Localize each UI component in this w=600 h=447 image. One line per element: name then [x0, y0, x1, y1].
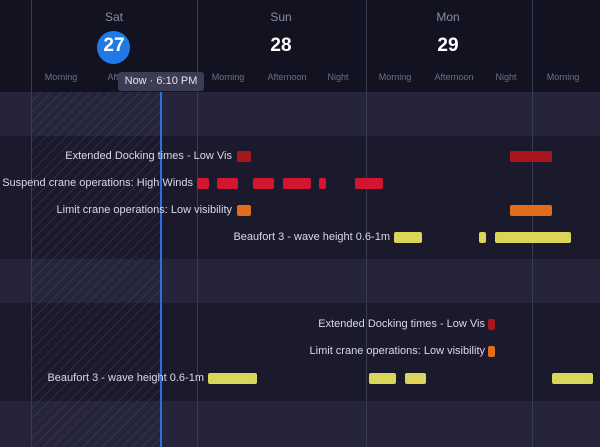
past-time-hatch — [31, 92, 161, 447]
event-bar[interactable] — [488, 319, 495, 330]
day-number-29[interactable]: 29 — [437, 35, 459, 56]
group-header-band-1 — [0, 92, 600, 136]
slot-label: Night — [495, 72, 517, 82]
event-bar[interactable] — [510, 205, 552, 216]
event-bar[interactable] — [394, 232, 422, 243]
day-name-sat: Sat — [104, 10, 123, 24]
event-bar[interactable] — [510, 151, 552, 162]
event-bar[interactable] — [217, 178, 238, 189]
row-label: Extended Docking times - Low Vis — [318, 318, 485, 330]
slot-label: Morning — [211, 72, 245, 82]
slot-label: Morning — [44, 72, 78, 82]
slot-label: Afternoon — [434, 72, 474, 82]
row-label: Suspend crane operations: High Winds — [2, 177, 193, 189]
row-label: Beaufort 3 - wave height 0.6-1m — [233, 231, 390, 243]
day-name-sun: Sun — [270, 10, 292, 24]
now-line — [160, 92, 162, 447]
grid-line — [31, 0, 32, 447]
grid-line — [532, 0, 533, 447]
event-bar[interactable] — [479, 232, 486, 243]
row-label: Limit crane operations: Low visibility — [56, 204, 232, 216]
today-circle[interactable] — [97, 31, 130, 64]
day-number-28[interactable]: 28 — [270, 35, 292, 56]
event-bar[interactable] — [197, 178, 209, 189]
event-bar[interactable] — [253, 178, 274, 189]
grid-line — [366, 0, 367, 447]
event-bar[interactable] — [208, 373, 257, 384]
event-bar[interactable] — [552, 373, 593, 384]
now-badge: Now · 6:10 PM — [118, 72, 204, 91]
group-header-band-2 — [0, 259, 600, 303]
event-bar[interactable] — [495, 232, 571, 243]
day-name-mon: Mon — [436, 10, 460, 24]
slot-label: Morning — [378, 72, 412, 82]
event-bar[interactable] — [283, 178, 311, 189]
event-bar[interactable] — [237, 151, 251, 162]
event-bar[interactable] — [319, 178, 326, 189]
row-label: Beaufort 3 - wave height 0.6-1m — [47, 372, 204, 384]
event-bar[interactable] — [369, 373, 396, 384]
slot-label: Night — [327, 72, 349, 82]
event-bar[interactable] — [405, 373, 426, 384]
row-label: Limit crane operations: Low visibility — [309, 345, 485, 357]
grid-line — [197, 0, 198, 447]
group-footer-band — [0, 401, 600, 447]
event-bar[interactable] — [355, 178, 383, 189]
row-label: Extended Docking times - Low Vis — [65, 150, 232, 162]
event-bar[interactable] — [237, 205, 251, 216]
event-bar[interactable] — [488, 346, 495, 357]
slot-label: Afternoon — [267, 72, 307, 82]
slot-label: Morning — [546, 72, 580, 82]
day-number-27[interactable]: 27 — [103, 35, 125, 56]
